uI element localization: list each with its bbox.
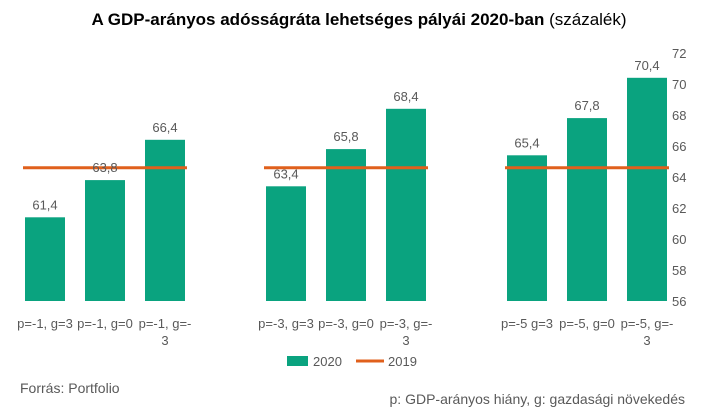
x-tick-label: p=-1, g=0 — [77, 316, 133, 331]
legend-label-2019: 2019 — [388, 354, 417, 369]
y-tick-label: 70 — [672, 77, 686, 92]
data-label: 63,4 — [273, 166, 298, 181]
x-tick-label: p=-3, g=3 — [258, 316, 314, 331]
y-tick-label: 60 — [672, 232, 686, 247]
bar-2020 — [386, 108, 426, 301]
chart-title-main: A GDP-arányos adósságráta lehetséges pál… — [91, 10, 545, 29]
y-tick-label: 68 — [672, 108, 686, 123]
data-label: 67,8 — [574, 98, 599, 113]
legend-label-2020: 2020 — [313, 354, 342, 369]
chart-title-unit: (százalék) — [549, 10, 627, 29]
x-tick-label: p=-1, g=-3 — [139, 316, 192, 348]
y-tick-label: 58 — [672, 263, 686, 278]
bar-2020 — [627, 77, 667, 301]
x-tick-label: p=-3, g=-3 — [380, 316, 433, 348]
y-tick-label: 56 — [672, 294, 686, 309]
bar-2020 — [326, 149, 366, 301]
data-label: 63,8 — [92, 160, 117, 175]
y-tick-label: 66 — [672, 139, 686, 154]
legend-swatch-2020 — [287, 356, 308, 366]
data-label: 65,8 — [333, 129, 358, 144]
bar-2020 — [266, 186, 306, 301]
legend-footnote: p: GDP-arányos hiány, g: gazdasági növek… — [389, 391, 685, 407]
y-tick-label: 72 — [672, 46, 686, 61]
bar-2020 — [85, 180, 125, 301]
data-label: 68,4 — [393, 89, 418, 104]
data-label: 70,4 — [634, 58, 659, 73]
data-label: 65,4 — [514, 135, 539, 150]
x-tick-label: p=-3, g=0 — [318, 316, 374, 331]
x-tick-label: p=-1, g=3 — [17, 316, 73, 331]
chart-title: A GDP-arányos adósságráta lehetséges pál… — [0, 10, 718, 30]
bar-2020 — [25, 217, 65, 301]
x-tick-label: p=-5, g=-3 — [621, 316, 674, 348]
bar-2020 — [145, 139, 185, 301]
source-note: Forrás: Portfolio — [20, 380, 120, 396]
bar-2020 — [567, 118, 607, 301]
bar-2020 — [507, 155, 547, 301]
y-tick-label: 62 — [672, 201, 686, 216]
x-tick-label: p=-5 g=3 — [501, 316, 553, 331]
data-label: 66,4 — [152, 120, 177, 135]
x-tick-label: p=-5, g=0 — [559, 316, 615, 331]
y-tick-label: 64 — [672, 170, 686, 185]
data-label: 61,4 — [32, 197, 57, 212]
